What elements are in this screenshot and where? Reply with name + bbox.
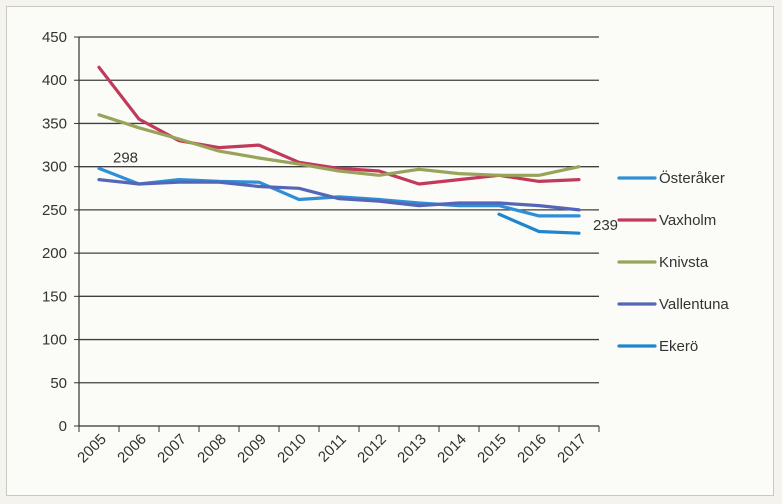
legend-label: Österåker <box>659 169 725 187</box>
y-tick-label: 350 <box>42 115 67 132</box>
y-tick-label: 150 <box>42 288 67 305</box>
series-line-knivsta <box>97 113 581 177</box>
y-tick-label: 200 <box>42 245 67 262</box>
legend-label: Ekerö <box>659 338 698 355</box>
series-line--ster-ker <box>97 166 581 218</box>
legend-label: Vaxholm <box>659 212 716 229</box>
x-tick-label: 2014 <box>434 431 470 467</box>
x-tick-label: 2012 <box>354 431 390 467</box>
series-line-eker- <box>497 212 581 235</box>
x-tick-label: 2016 <box>514 431 550 467</box>
line-chart: 0 50 100 150 200 250 300 350 400 450 2005 2006 2007… <box>42 29 729 467</box>
y-tick-label: 250 <box>42 202 67 219</box>
legend-label: Knivsta <box>659 254 709 271</box>
y-tick-label: 100 <box>42 332 67 349</box>
y-tick-label: 300 <box>42 159 67 176</box>
x-tick-label: 2011 <box>315 431 350 466</box>
x-tick-label: 2009 <box>234 431 270 467</box>
x-tick-label: 2006 <box>114 431 150 467</box>
x-tick-label: 2008 <box>194 431 230 467</box>
x-tick-label: 2007 <box>154 431 190 467</box>
x-tick-label: 2017 <box>554 431 590 467</box>
data-label: 239 <box>593 217 618 234</box>
y-tick-label: 450 <box>42 29 67 46</box>
y-tick-label: 50 <box>50 375 67 392</box>
series-line-vallentuna <box>97 178 581 212</box>
chart-frame: 0 50 100 150 200 250 300 350 400 450 2005 2006 2007… <box>6 6 774 496</box>
x-tick-label: 2015 <box>474 431 510 467</box>
x-tick-label: 2010 <box>274 431 310 467</box>
x-tick-label: 2013 <box>394 431 430 467</box>
legend-label: Vallentuna <box>659 296 729 313</box>
y-tick-label: 400 <box>42 72 67 89</box>
data-label: 298 <box>113 149 138 166</box>
y-tick-label: 0 <box>59 418 67 435</box>
x-tick-label: 2005 <box>74 431 110 467</box>
